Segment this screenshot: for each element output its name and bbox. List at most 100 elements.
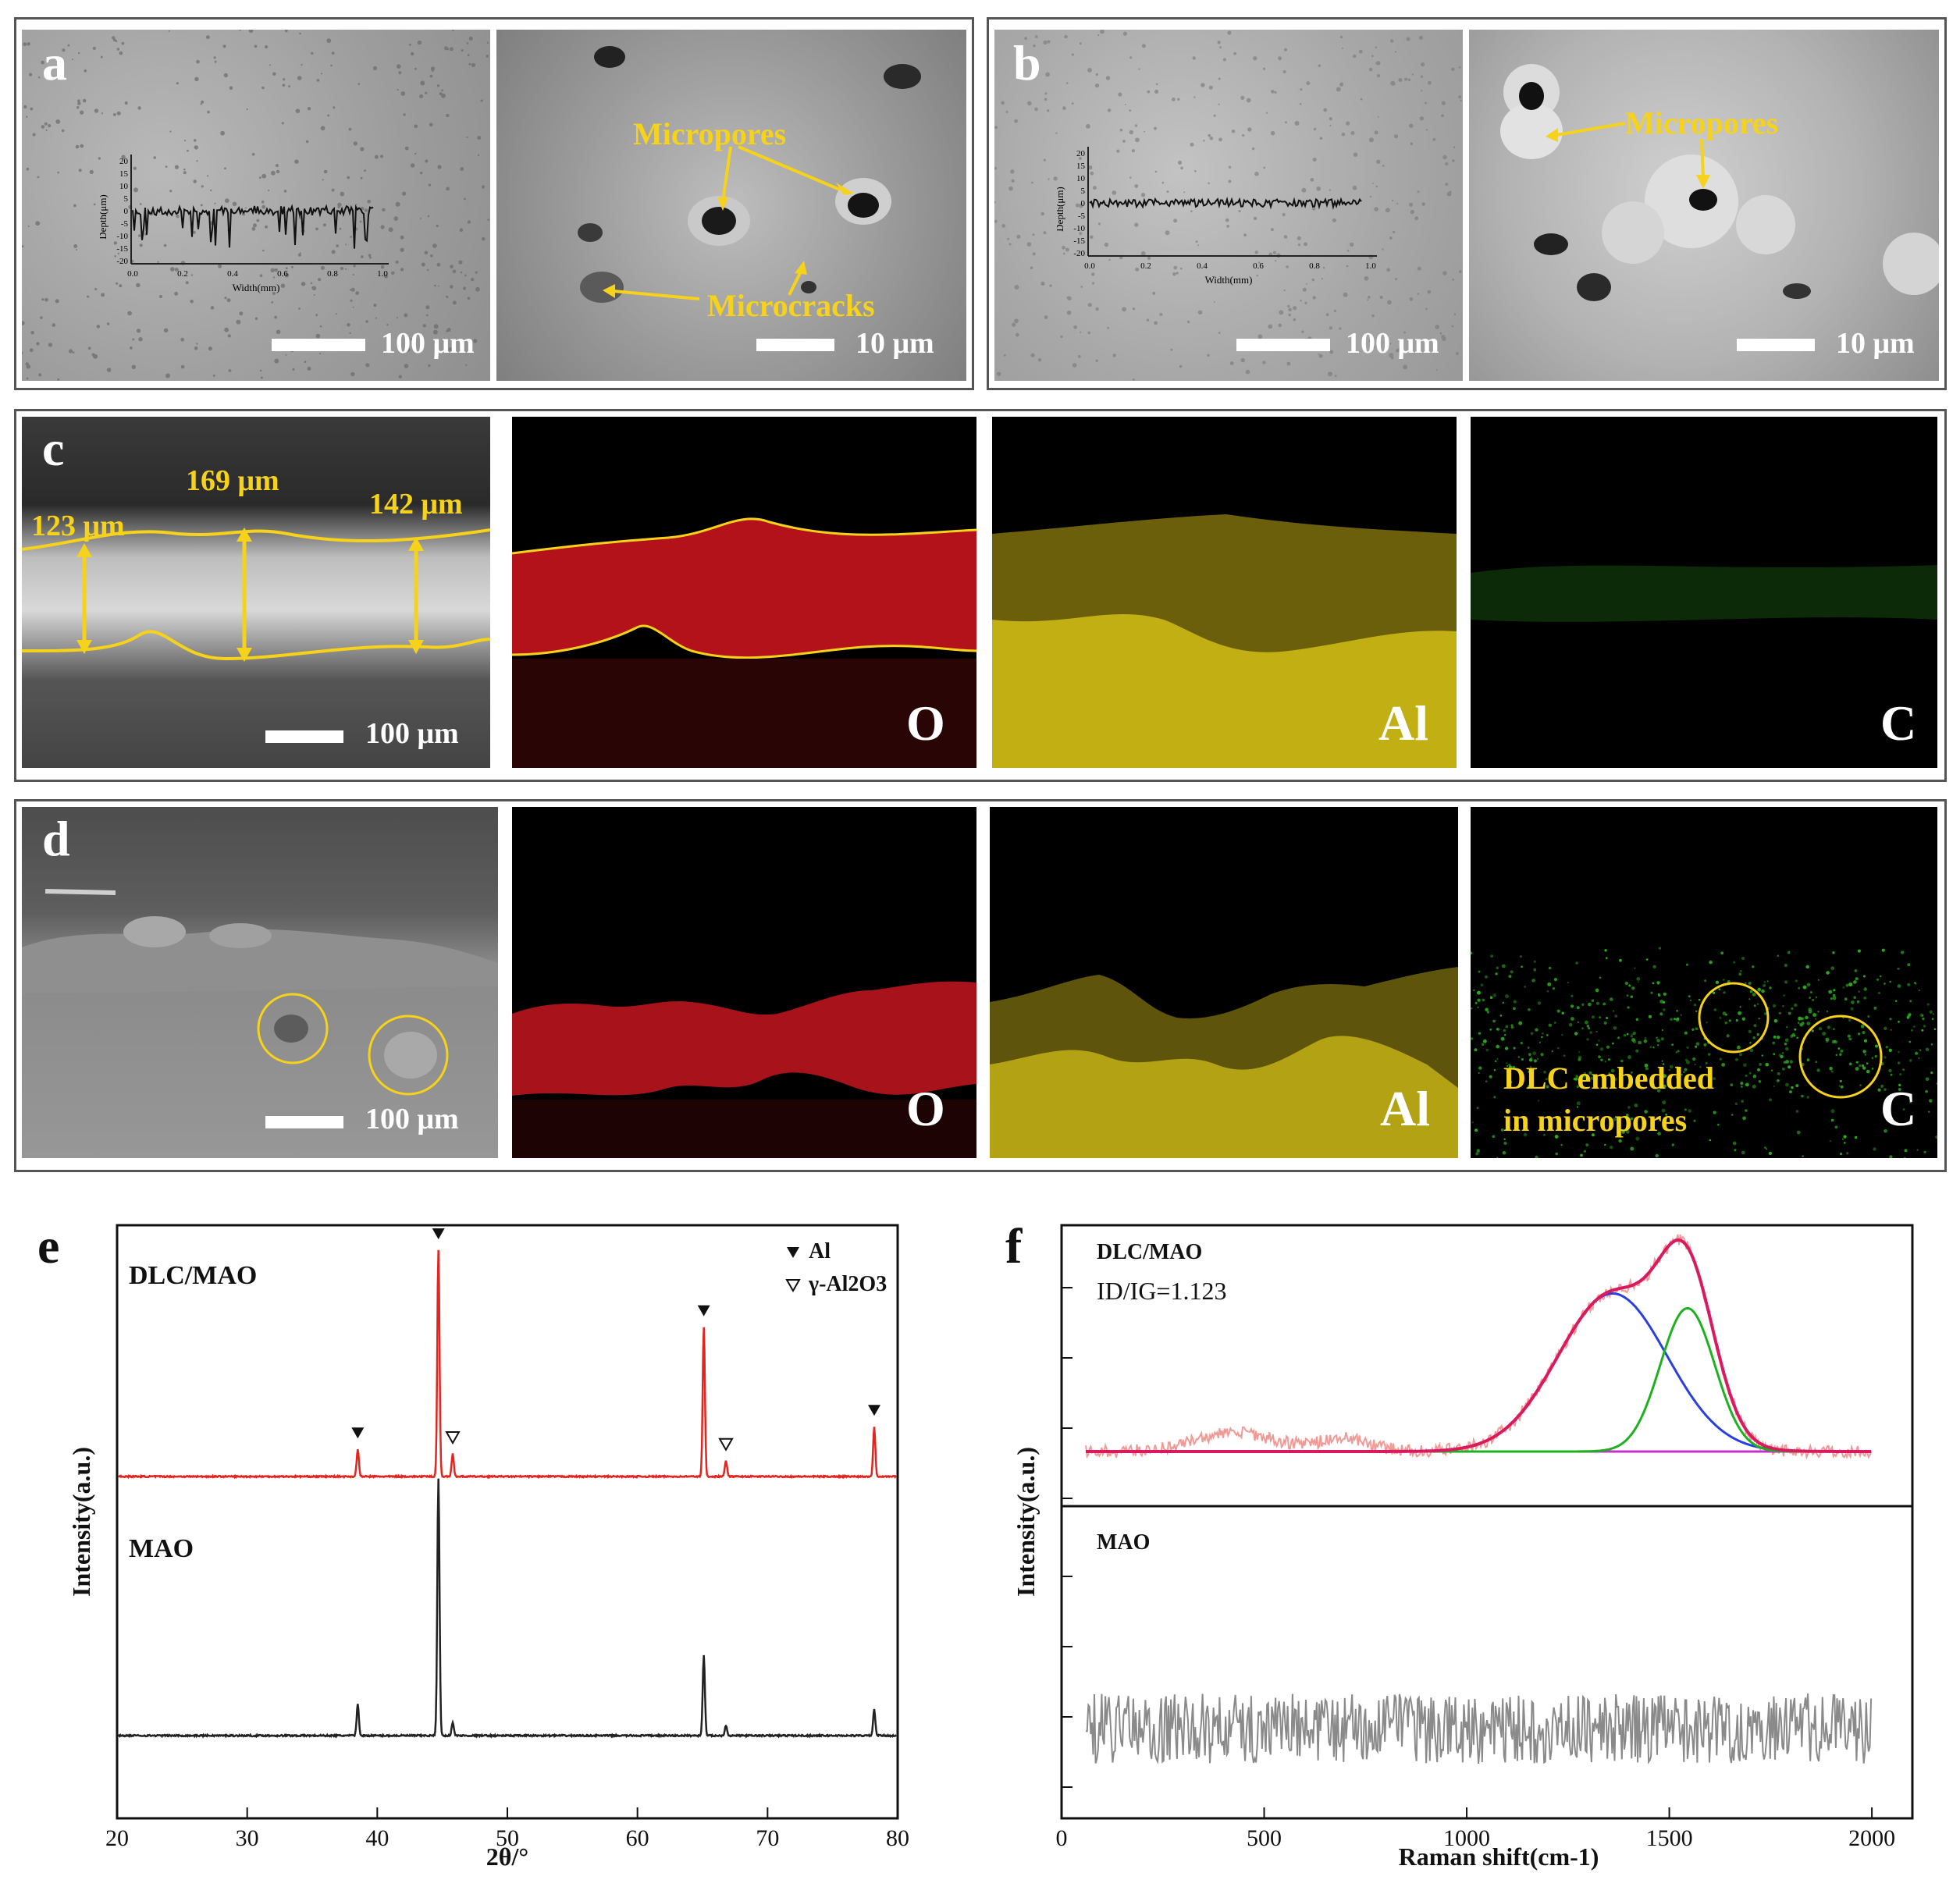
carbon-dot [1554,1135,1559,1139]
carbon-dot [1542,1133,1546,1136]
texture-dot [1398,346,1402,351]
carbon-dot [1478,970,1481,973]
carbon-dot [1835,1054,1837,1057]
texture-dot [1254,172,1259,176]
texture-dot [299,252,301,254]
carbon-dot [1784,963,1787,968]
texture-dot [180,364,185,369]
carbon-dot [1530,1032,1534,1036]
carbon-dot [1826,971,1830,975]
texture-dot [1047,109,1050,112]
texture-dot [462,286,467,290]
texture-dot [1141,44,1146,48]
carbon-dot [1576,1085,1580,1089]
carbon-dot [1830,1109,1835,1114]
texture-dot [1441,114,1444,118]
texture-dot [239,30,241,31]
texture-dot [89,169,94,174]
inset-xtick: 0.2 [1140,261,1151,271]
texture-dot [1382,165,1385,167]
carbon-dot [1604,949,1607,952]
texture-dot [391,271,395,275]
texture-dot [468,62,471,66]
xrd-plot-frame [116,1224,899,1820]
texture-dot [1263,166,1266,169]
texture-dot [1087,303,1092,307]
texture-dot [397,88,399,91]
texture-dot [232,201,237,207]
carbon-dot [1485,1048,1489,1052]
carbon-dot [1578,1057,1581,1061]
carbon-dot [1627,1006,1630,1009]
texture-dot [994,219,998,223]
carbon-dot [1658,994,1661,997]
carbon-dot [1794,1028,1797,1031]
texture-dot [1420,75,1424,78]
carbon-dot [1541,1036,1543,1039]
texture-dot [402,191,407,196]
texture-dot [994,126,998,130]
carbon-dot [1847,1034,1851,1038]
carbon-dot [1734,1149,1737,1152]
carbon-dot [1713,1111,1716,1114]
texture-dot [1071,53,1074,56]
texture-dot [116,282,119,285]
texture-dot [1227,30,1232,35]
carbon-dot [1588,1027,1590,1029]
carbon-dot [1840,1085,1844,1089]
texture-dot [427,268,429,272]
texture-dot [194,346,198,350]
carbon-dot [1524,986,1526,988]
texture-dot [265,225,268,229]
texture-dot [1398,78,1403,82]
panel-letter-e: e [37,1218,60,1274]
texture-dot [400,235,404,240]
texture-dot [1116,149,1120,153]
texture-dot [1368,296,1371,299]
sem-cross-section-d: d 100 μm [22,807,498,1158]
texture-dot [26,167,30,171]
carbon-dot [1512,1065,1516,1069]
carbon-dot [1665,1114,1668,1116]
carbon-dot [1848,1018,1852,1022]
carbon-dot [1784,1043,1787,1046]
inset-ytick: 10 [1076,174,1086,183]
carbon-dot [1528,1007,1531,1011]
carbon-dot [1830,1118,1834,1122]
carbon-dot [1662,1100,1667,1105]
depth-profile-inset-a: 20 15 10 5 0 -5 -10 -15 -20 0.0 0.2 0.4 0.6 0.8 1.0 D… [100,155,389,293]
texture-dot [52,323,56,327]
carbon-dot [1695,1042,1700,1046]
raman-xtick-label: 0 [1056,1825,1068,1851]
texture-dot [1368,67,1373,72]
carbon-dot [1693,1004,1697,1007]
carbon-dot [1631,1033,1634,1036]
texture-dot [319,353,322,354]
texture-dot [1079,203,1083,208]
raman-ylabel: Intensity(a.u.) [1012,1447,1040,1597]
texture-dot [395,260,399,264]
texture-dot [274,268,279,272]
carbon-dot [1906,1015,1910,1019]
xrd-peak-marker [445,1431,461,1445]
carbon-dot [1782,1068,1785,1071]
carbon-dot [1815,1061,1818,1063]
carbon-dot [1578,1051,1580,1054]
texture-dot [1045,72,1050,77]
texture-dot [365,320,368,323]
carbon-dot [1741,1086,1743,1088]
texture-dot [193,139,197,142]
texture-dot [375,317,377,319]
texture-dot [1066,310,1072,315]
texture-dot [1122,307,1126,312]
eds-map-c-carbon: C [1471,417,1937,768]
texture-dot [1008,243,1012,246]
texture-dot [1179,364,1183,368]
carbon-dot [1538,1100,1540,1102]
texture-dot [1218,103,1220,105]
texture-dot [212,374,215,377]
xrd-series-label-mao: MAO [129,1534,194,1563]
carbon-dot [1916,1149,1919,1151]
carbon-dot [1863,987,1867,991]
carbon-dot [1482,998,1485,1002]
